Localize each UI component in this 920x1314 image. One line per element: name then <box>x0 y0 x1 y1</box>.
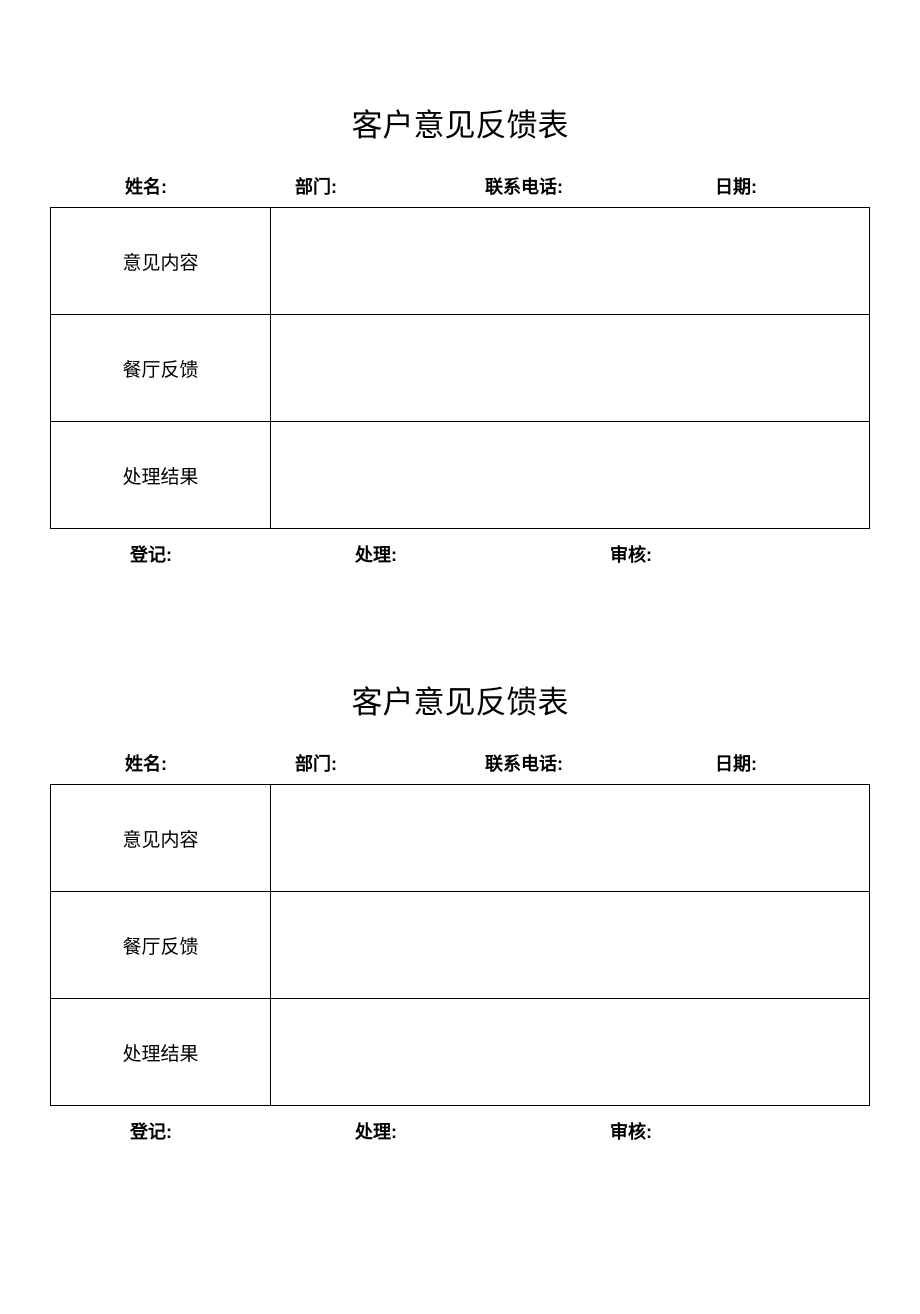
header-phone-label: 联系电话: <box>460 173 685 199</box>
form-title: 客户意见反馈表 <box>50 677 870 722</box>
form-header-row: 姓名: 部门: 联系电话: 日期: <box>50 750 870 776</box>
header-name-label: 姓名: <box>50 173 270 199</box>
header-department-label: 部门: <box>270 750 460 776</box>
header-phone-label: 联系电话: <box>460 750 685 776</box>
feedback-form-2: 客户意见反馈表 姓名: 部门: 联系电话: 日期: 意见内容 餐厅反馈 处理结果… <box>50 677 870 1144</box>
feedback-table: 意见内容 餐厅反馈 处理结果 <box>50 784 870 1106</box>
table-row: 处理结果 <box>51 999 870 1106</box>
row-value <box>271 208 870 315</box>
row-value <box>271 892 870 999</box>
document-page: 客户意见反馈表 姓名: 部门: 联系电话: 日期: 意见内容 餐厅反馈 处理结果… <box>0 0 920 1314</box>
row-value <box>271 999 870 1106</box>
row-value <box>271 785 870 892</box>
row-label: 餐厅反馈 <box>51 892 271 999</box>
feedback-table: 意见内容 餐厅反馈 处理结果 <box>50 207 870 529</box>
row-value <box>271 422 870 529</box>
row-label: 处理结果 <box>51 999 271 1106</box>
form-header-row: 姓名: 部门: 联系电话: 日期: <box>50 173 870 199</box>
table-row: 处理结果 <box>51 422 870 529</box>
footer-register-label: 登记: <box>50 541 325 567</box>
row-label: 意见内容 <box>51 208 271 315</box>
row-label: 处理结果 <box>51 422 271 529</box>
footer-register-label: 登记: <box>50 1118 325 1144</box>
row-label: 餐厅反馈 <box>51 315 271 422</box>
header-department-label: 部门: <box>270 173 460 199</box>
header-date-label: 日期: <box>685 173 870 199</box>
table-row: 餐厅反馈 <box>51 892 870 999</box>
footer-process-label: 处理: <box>325 541 555 567</box>
row-value <box>271 315 870 422</box>
row-label: 意见内容 <box>51 785 271 892</box>
form-footer-row: 登记: 处理: 审核: <box>50 1118 870 1144</box>
table-row: 餐厅反馈 <box>51 315 870 422</box>
table-row: 意见内容 <box>51 785 870 892</box>
footer-review-label: 审核: <box>555 541 870 567</box>
footer-review-label: 审核: <box>555 1118 870 1144</box>
form-footer-row: 登记: 处理: 审核: <box>50 541 870 567</box>
form-title: 客户意见反馈表 <box>50 100 870 145</box>
header-date-label: 日期: <box>685 750 870 776</box>
table-row: 意见内容 <box>51 208 870 315</box>
header-name-label: 姓名: <box>50 750 270 776</box>
footer-process-label: 处理: <box>325 1118 555 1144</box>
feedback-form-1: 客户意见反馈表 姓名: 部门: 联系电话: 日期: 意见内容 餐厅反馈 处理结果… <box>50 100 870 567</box>
